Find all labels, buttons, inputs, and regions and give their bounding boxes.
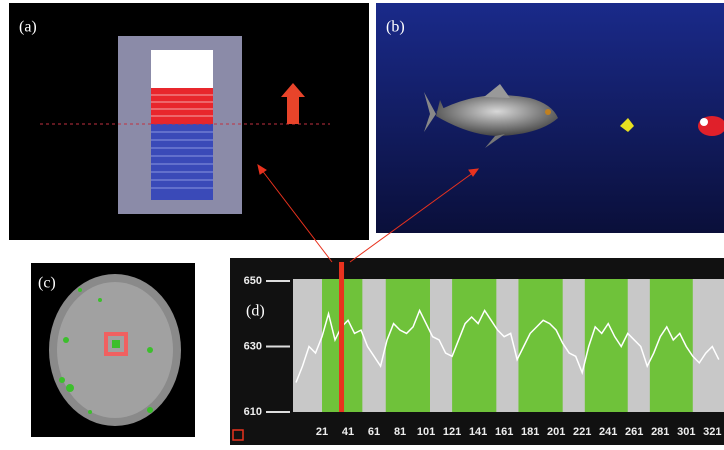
plot: 610 630 650 21 41 61 81 101 121 141 161 181 201 221 24… (244, 262, 721, 438)
y-tick-label: 610 (244, 406, 262, 418)
x-tick-label: 101 (417, 426, 435, 438)
condition-band (518, 279, 563, 412)
x-tick-label: 301 (677, 426, 695, 438)
x-tick-label: 161 (495, 426, 513, 438)
x-tick-label: 41 (342, 426, 354, 438)
panel-b: (b) (376, 3, 724, 233)
x-tick-label: 21 (316, 426, 328, 438)
x-tick-label: 141 (469, 426, 487, 438)
x-tick-label: 121 (443, 426, 461, 438)
x-tick-label: 261 (625, 426, 643, 438)
x-tick-label: 281 (651, 426, 669, 438)
x-tick-label: 221 (573, 426, 591, 438)
x-tick-label: 321 (703, 426, 721, 438)
panel-label: (a) (19, 19, 37, 36)
panel-label: (c) (38, 275, 56, 292)
panel-a: (a) (9, 3, 369, 240)
time-cursor (339, 262, 345, 412)
x-tick-label: 241 (599, 426, 617, 438)
panel-label: (b) (386, 19, 405, 36)
x-tick-label: 81 (394, 426, 406, 438)
x-tick-label: 61 (368, 426, 380, 438)
condition-band (385, 279, 430, 412)
y-tick-label: 630 (244, 340, 262, 352)
arrows (257, 163, 480, 263)
condition-band (452, 279, 497, 412)
x-tick-label: 181 (521, 426, 539, 438)
panel-label: (d) (246, 303, 265, 320)
marker (232, 429, 244, 441)
signal-line (295, 308, 720, 383)
panel-c: (c) (31, 263, 195, 437)
x-tick-label: 201 (547, 426, 565, 438)
y-tick-label: 650 (244, 275, 262, 287)
